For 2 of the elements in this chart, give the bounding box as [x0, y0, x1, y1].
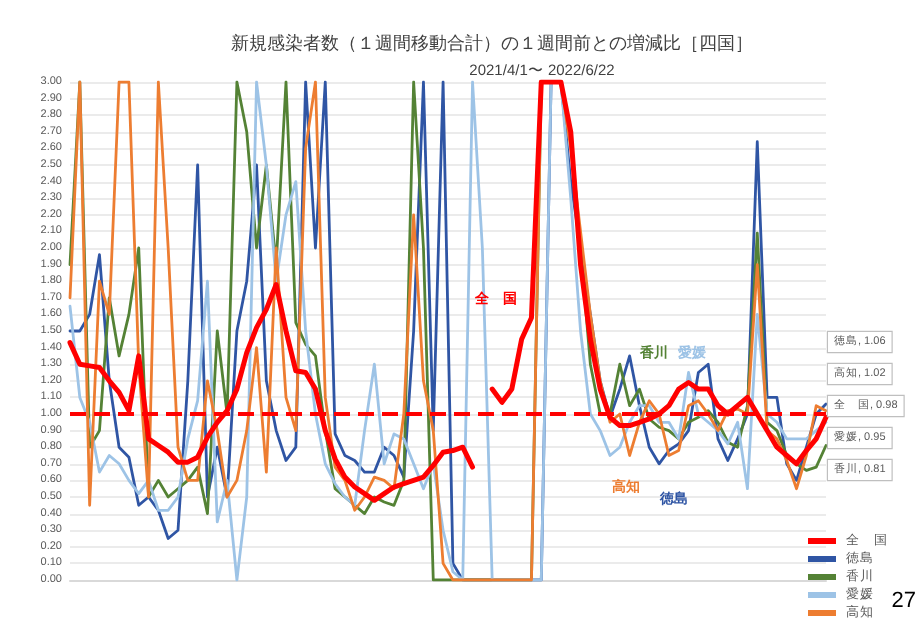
text: 27: [891, 589, 917, 613]
chart-title: 新規感染者数（１週間移動合計）の１週間前との増減比［四国］: [231, 33, 753, 53]
